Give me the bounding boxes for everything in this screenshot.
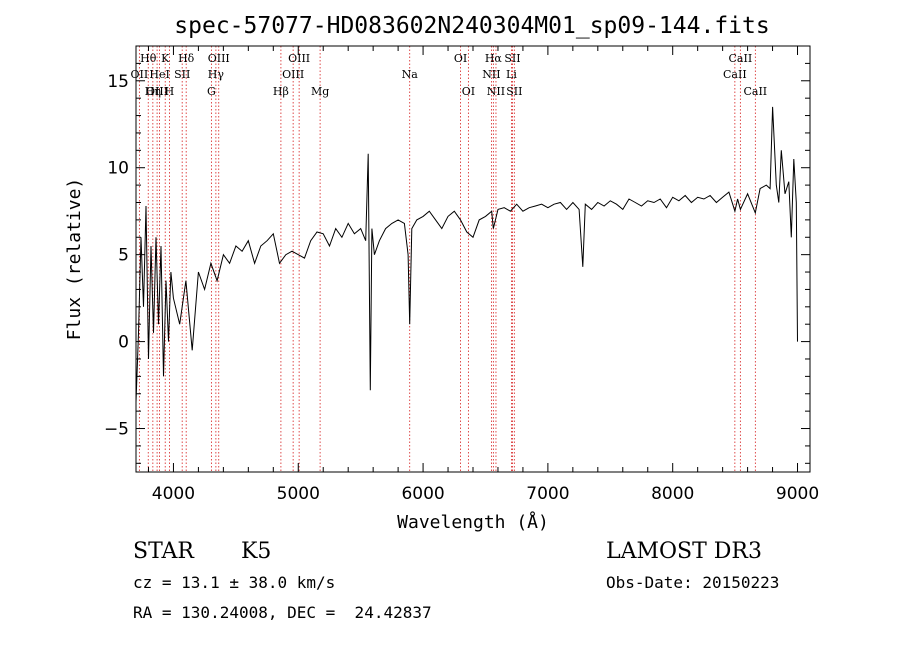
- marker-label: Li: [506, 68, 517, 81]
- obs-date-text: Obs-Date: 20150223: [606, 573, 780, 592]
- object-class: STAR: [133, 539, 194, 564]
- redshift-text: cz = 13.1 ± 38.0 km/s: [133, 573, 336, 592]
- marker-label: G: [207, 85, 216, 98]
- marker-label: OI: [454, 52, 467, 65]
- marker-label: SII: [506, 85, 522, 98]
- x-tick-label: 8000: [651, 484, 694, 504]
- y-tick-label: 5: [118, 246, 129, 266]
- marker-label: OII: [131, 68, 149, 81]
- marker-label: Hη: [145, 85, 161, 98]
- object-subclass: K5: [241, 539, 272, 564]
- marker-label: Hα: [485, 52, 503, 65]
- marker-label: K: [161, 52, 170, 65]
- y-tick-label: −5: [104, 420, 129, 440]
- plot-frame: [135, 45, 811, 473]
- marker-label: OIII: [146, 85, 168, 98]
- marker-label: Hγ: [208, 68, 225, 81]
- marker-label: Mg: [311, 85, 329, 98]
- marker-label: H: [165, 85, 175, 98]
- survey-name: LAMOST DR3: [606, 539, 762, 564]
- marker-label: CaII: [723, 68, 747, 81]
- chart-title: spec-57077-HD083602N240304M01_sp09-144.f…: [174, 13, 769, 39]
- y-axis-ticks: −5 0 5 10 15: [104, 45, 810, 464]
- x-tick-label: 5000: [277, 484, 320, 504]
- marker-label: OIII: [288, 52, 310, 65]
- y-axis-label: Flux (relative): [64, 178, 85, 341]
- x-axis-label: Wavelength (Å): [397, 511, 549, 533]
- marker-label: SII: [174, 68, 190, 81]
- marker-label: Hδ: [178, 52, 195, 65]
- coordinates-text: RA = 130.24008, DEC = 24.42837: [133, 603, 432, 622]
- marker-label: NII: [482, 68, 500, 81]
- marker-label: OIII: [282, 68, 304, 81]
- marker-label: CaII: [743, 85, 767, 98]
- x-tick-label: 4000: [152, 484, 195, 504]
- marker-label: OI: [462, 85, 475, 98]
- marker-label: Na: [402, 68, 419, 81]
- x-tick-label: 6000: [401, 484, 444, 504]
- x-axis-ticks: 4000 5000 6000 7000 8000 9000: [147, 46, 819, 504]
- y-tick-label: 0: [118, 333, 129, 353]
- x-tick-label: 9000: [776, 484, 819, 504]
- marker-label: HeI: [149, 68, 169, 81]
- line-marker-lines: [138, 46, 756, 472]
- marker-label: CaII: [729, 52, 753, 65]
- marker-label: Hβ: [273, 85, 289, 98]
- marker-label: OIII: [208, 52, 230, 65]
- marker-label: Hθ: [140, 52, 157, 65]
- marker-label: SII: [504, 52, 520, 65]
- y-tick-label: 10: [107, 159, 129, 179]
- spectrum-line: [135, 106, 798, 403]
- marker-label: NII: [487, 85, 505, 98]
- y-tick-label: 15: [107, 72, 129, 92]
- x-tick-label: 7000: [526, 484, 569, 504]
